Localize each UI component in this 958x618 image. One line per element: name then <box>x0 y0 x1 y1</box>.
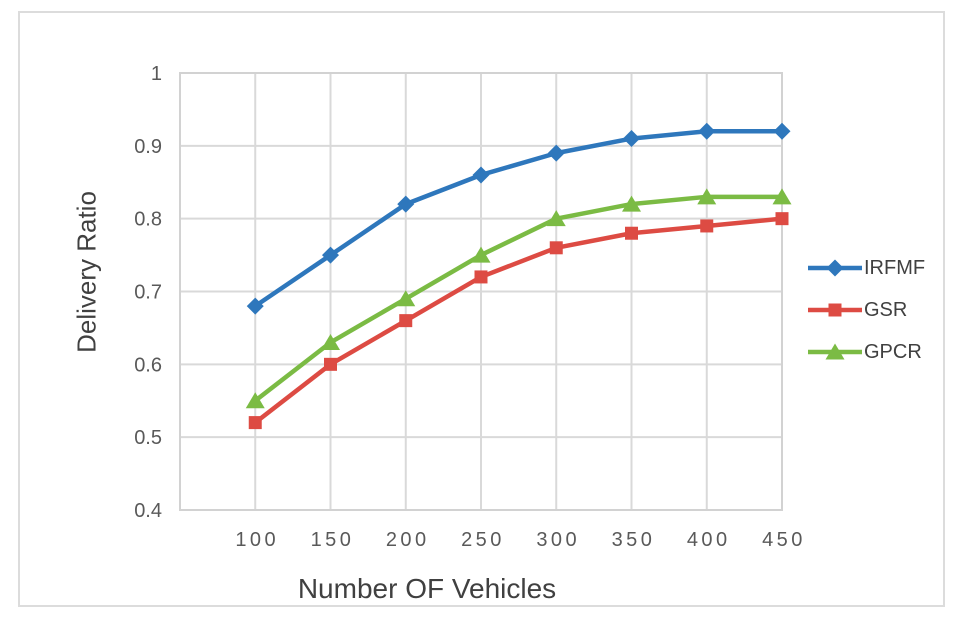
plot-border <box>179 72 783 511</box>
y-tick-label: 0.9 <box>134 136 162 158</box>
marker-gpcr-250 <box>471 246 491 263</box>
series-line-gpcr <box>253 194 785 403</box>
marker-gsr-450 <box>775 212 789 226</box>
y-tick-label: 0.5 <box>134 427 162 449</box>
marker-gpcr-100 <box>245 392 265 409</box>
legend-marker-gsr <box>808 303 862 317</box>
y-tick-label: 0.7 <box>134 282 162 304</box>
y-tick-label: 0.4 <box>134 500 162 522</box>
legend-marker-irfmf <box>808 259 862 277</box>
legend-glyph-irfmf <box>826 259 844 277</box>
marker-gsr-300 <box>549 241 563 255</box>
marker-gpcr-300 <box>546 210 566 227</box>
marker-gsr-100 <box>248 416 262 430</box>
marker-irfmf-250 <box>472 166 490 184</box>
x-tick-label: 100 <box>235 529 279 551</box>
x-tick-label: 250 <box>461 529 505 551</box>
x-tick-label: 200 <box>386 529 430 551</box>
marker-gpcr-450 <box>772 188 792 205</box>
marker-gpcr-150 <box>321 333 340 350</box>
legend-label-irfmf: IRFMF <box>864 256 926 279</box>
marker-gpcr-400 <box>697 188 717 205</box>
marker-gsr-200 <box>399 314 413 328</box>
legend-glyph-gpcr <box>825 343 845 360</box>
x-tick-label: 400 <box>687 529 731 551</box>
legend-glyph-gsr <box>828 303 842 317</box>
legend-item-gpcr: GPCR <box>808 340 925 364</box>
y-tick-label: 0.6 <box>134 354 162 376</box>
legend-label-gpcr: GPCR <box>864 340 922 363</box>
x-tick-label: 350 <box>612 529 656 551</box>
legend: IRFMF GSR GPCR <box>808 256 925 364</box>
legend-label-gsr: GSR <box>864 298 908 321</box>
marker-irfmf-350 <box>623 130 640 148</box>
marker-irfmf-450 <box>773 122 791 140</box>
y-tick-label: 0.8 <box>134 209 162 231</box>
y-axis-title: Delivery Ratio <box>71 191 102 353</box>
marker-irfmf-200 <box>397 195 415 213</box>
marker-gpcr-350 <box>622 195 641 212</box>
x-tick-label: 450 <box>762 529 806 551</box>
series-line-gsr <box>253 216 785 425</box>
marker-gsr-350 <box>625 226 638 240</box>
legend-marker-gpcr <box>808 343 862 360</box>
x-tick-label: 300 <box>536 529 580 551</box>
marker-irfmf-150 <box>322 246 339 264</box>
marker-irfmf-300 <box>547 144 565 162</box>
x-tick-label: 150 <box>311 529 355 551</box>
series-line-irfmf <box>253 129 785 309</box>
marker-irfmf-400 <box>698 122 716 140</box>
marker-gsr-400 <box>700 219 714 233</box>
legend-item-gsr: GSR <box>808 298 925 322</box>
x-axis-title: Number OF Vehicles <box>297 573 557 604</box>
marker-irfmf-100 <box>246 297 264 315</box>
marker-gsr-150 <box>324 357 337 371</box>
marker-gpcr-200 <box>396 290 416 307</box>
y-tick-label: 1 <box>151 63 162 85</box>
marker-gsr-250 <box>474 270 488 284</box>
legend-item-irfmf: IRFMF <box>808 256 925 280</box>
